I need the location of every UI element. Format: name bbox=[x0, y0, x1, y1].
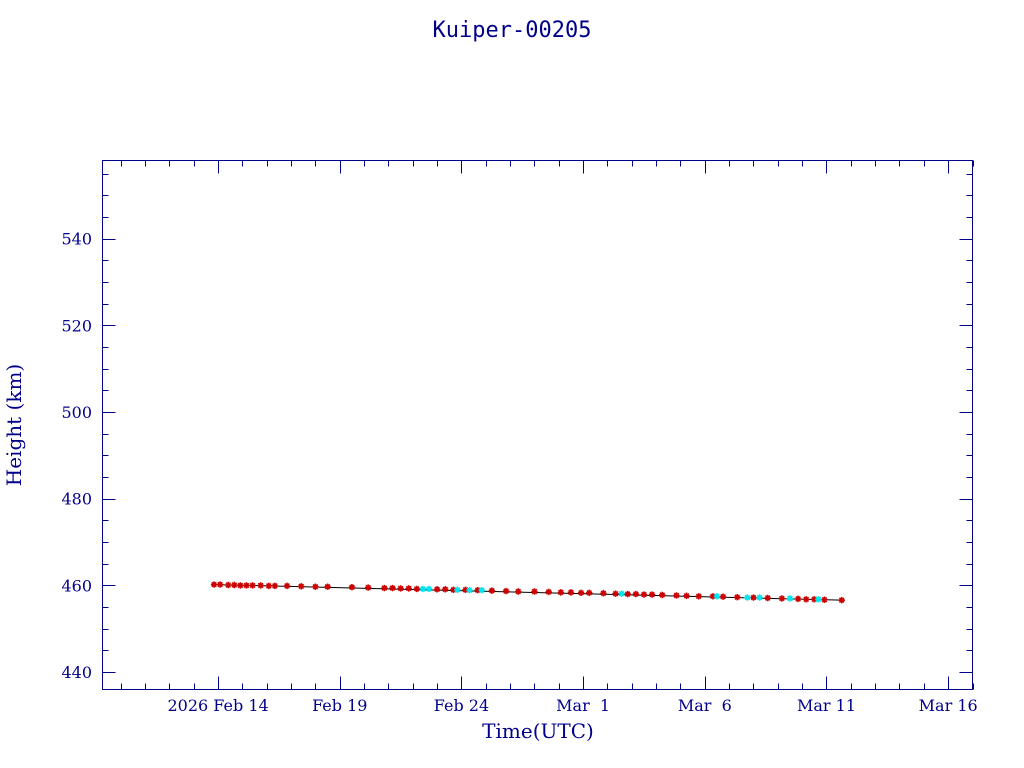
data-point bbox=[237, 582, 244, 589]
data-point bbox=[719, 593, 727, 600]
x-tick-label: Mar 1 bbox=[556, 696, 610, 715]
data-point bbox=[474, 587, 481, 594]
data-point bbox=[466, 587, 473, 594]
y-tick-label: 480 bbox=[61, 490, 92, 509]
y-tick-label: 540 bbox=[61, 230, 92, 249]
data-point bbox=[249, 582, 256, 589]
y-tick-label: 500 bbox=[61, 403, 92, 422]
data-point bbox=[515, 588, 522, 595]
data-point bbox=[419, 585, 427, 593]
x-axis-tick-labels: 2026 Feb 14 Feb 19 Feb 24 Mar 1 Mar 6 Mar 11 M… bbox=[168, 696, 978, 715]
data-point bbox=[624, 590, 631, 598]
y-axis-tick-labels: 440 460 480 500 520 540 bbox=[61, 230, 92, 683]
data-point bbox=[786, 595, 794, 602]
data-point bbox=[389, 584, 396, 592]
series-0 bbox=[210, 581, 845, 604]
data-point bbox=[433, 586, 441, 593]
data-point bbox=[756, 594, 763, 601]
data-point bbox=[265, 582, 272, 590]
data-point bbox=[324, 583, 331, 590]
data-point bbox=[744, 594, 751, 601]
data-point bbox=[734, 593, 741, 601]
data-point bbox=[778, 595, 786, 602]
data-point bbox=[271, 582, 279, 590]
x-tick-label: Feb 19 bbox=[312, 696, 367, 715]
data-point bbox=[600, 590, 607, 597]
data-point bbox=[695, 593, 702, 600]
y-axis-ticks bbox=[102, 174, 973, 673]
data-point bbox=[397, 585, 404, 592]
data-point bbox=[298, 583, 305, 590]
data-point bbox=[364, 584, 372, 591]
data-point bbox=[640, 591, 648, 598]
data-point bbox=[348, 583, 356, 591]
data-point bbox=[713, 593, 721, 600]
data-point bbox=[413, 585, 421, 593]
data-point bbox=[312, 583, 319, 590]
data-point bbox=[381, 584, 388, 592]
y-tick-label: 440 bbox=[61, 663, 92, 682]
data-point bbox=[283, 582, 291, 590]
data-point bbox=[425, 585, 433, 593]
data-point bbox=[586, 589, 593, 597]
data-point bbox=[838, 596, 845, 604]
data-point bbox=[811, 596, 818, 603]
data-point bbox=[648, 591, 656, 598]
x-axis-label: Time(UTC) bbox=[482, 719, 594, 743]
data-point bbox=[225, 581, 232, 589]
data-point bbox=[454, 586, 461, 593]
data-point bbox=[442, 586, 449, 593]
plot-frame bbox=[102, 160, 973, 690]
data-point bbox=[803, 596, 810, 603]
plot-area bbox=[210, 581, 845, 604]
data-point bbox=[405, 585, 412, 592]
data-point bbox=[216, 581, 224, 588]
data-point bbox=[750, 594, 757, 601]
data-point bbox=[257, 582, 264, 589]
data-point bbox=[709, 593, 717, 600]
data-point bbox=[815, 596, 822, 603]
data-point bbox=[683, 592, 690, 600]
data-point bbox=[659, 591, 666, 599]
series-1 bbox=[419, 585, 822, 603]
data-point bbox=[502, 587, 510, 595]
series-layer bbox=[210, 581, 845, 604]
data-point bbox=[618, 590, 625, 597]
data-point bbox=[450, 586, 457, 593]
data-point bbox=[567, 589, 575, 596]
x-tick-label: Mar 6 bbox=[678, 696, 732, 715]
x-axis-ticks bbox=[121, 160, 974, 690]
data-point bbox=[231, 581, 238, 589]
data-point bbox=[821, 596, 828, 603]
y-axis-label: Height (km) bbox=[2, 364, 26, 486]
data-point bbox=[243, 582, 250, 589]
y-tick-label: 460 bbox=[61, 576, 92, 595]
x-tick-label: Mar 16 bbox=[919, 696, 978, 715]
data-point bbox=[764, 594, 771, 602]
x-tick-label: Mar 11 bbox=[797, 696, 856, 715]
data-point bbox=[478, 587, 485, 594]
data-point bbox=[577, 589, 585, 597]
data-point bbox=[794, 595, 802, 603]
data-point bbox=[462, 586, 469, 593]
data-point bbox=[557, 589, 565, 596]
data-point bbox=[210, 581, 218, 588]
x-tick-label: Feb 24 bbox=[434, 696, 489, 715]
data-point bbox=[612, 590, 619, 597]
chart-title: Kuiper-00205 bbox=[433, 18, 592, 43]
data-point bbox=[632, 590, 640, 598]
data-point bbox=[531, 588, 538, 595]
data-point bbox=[673, 592, 680, 599]
data-point bbox=[545, 588, 552, 596]
y-tick-label: 520 bbox=[61, 316, 92, 335]
data-point bbox=[488, 587, 496, 594]
x-tick-label: 2026 Feb 14 bbox=[168, 696, 269, 715]
